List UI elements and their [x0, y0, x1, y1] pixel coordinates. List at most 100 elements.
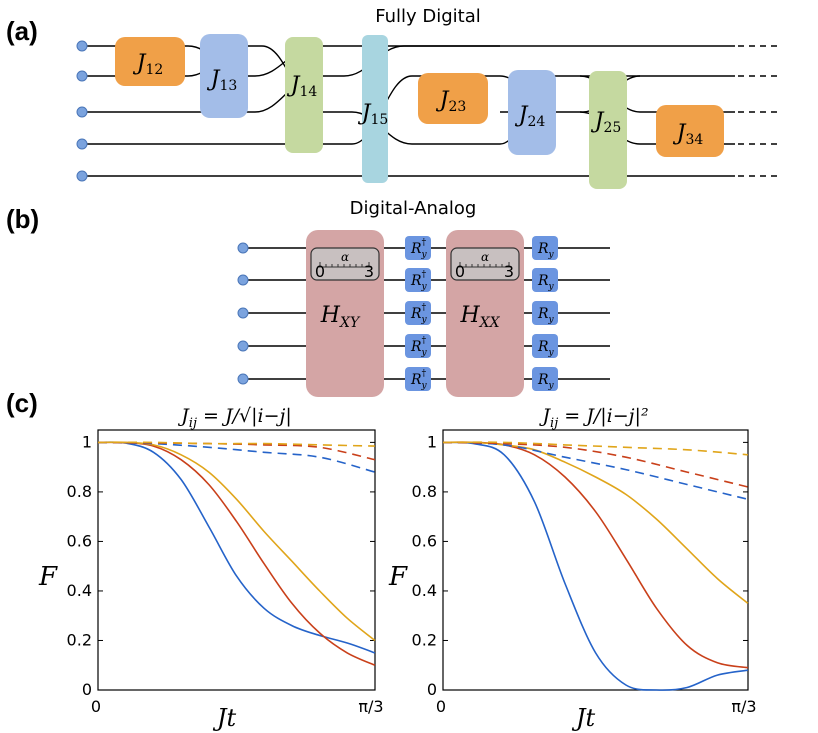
y-tick-label: 0.2 [412, 630, 437, 649]
gate-label: Ry [537, 273, 555, 292]
gate-label: J34 [673, 121, 704, 148]
gate-label: J15 [358, 101, 389, 128]
series-line-yellow-dashed [97, 441, 375, 447]
svg-text:α: α [341, 250, 349, 264]
panel-b-label: (b) [6, 204, 39, 234]
gate-label: Ry [537, 241, 555, 260]
y-tick-label: 1 [427, 432, 437, 451]
y-tick-label: 0.8 [67, 482, 92, 501]
gate-label: J24 [515, 103, 546, 130]
series-line-red-dashed [97, 441, 376, 461]
gate-label: J12 [133, 51, 164, 78]
panel-a-title: Fully Digital [375, 6, 481, 27]
gate-box [115, 37, 185, 86]
analog-label: HXY [320, 303, 361, 331]
svg-text:3: 3 [364, 262, 374, 281]
analog-label: HXX [459, 303, 500, 331]
analog-block-hxx: α 0 3 HXX [446, 230, 524, 397]
gate-j34: J34 [656, 105, 724, 157]
gate-box [362, 35, 388, 183]
analog-block-hxy: α 0 3 HXY [306, 230, 384, 397]
ry-dagger-gate: Ry† [405, 236, 431, 260]
gate-label: J13 [207, 67, 238, 94]
gate-box [418, 73, 488, 124]
qubit-dot [76, 40, 88, 52]
panel-c-label: (c) [6, 388, 38, 418]
series-line-red-solid [97, 441, 376, 666]
gate-label: Ry [537, 372, 555, 391]
ry-dagger-gate: Ry† [405, 334, 431, 358]
gate-label: Ry† [410, 336, 428, 358]
series-line-blue-dashed [442, 441, 749, 501]
gate-label: Ry† [410, 303, 428, 325]
plot-frame [442, 429, 749, 691]
ry-gate: Ry [532, 268, 558, 292]
rotation-column: Ry Ry Ry Ry Ry [532, 236, 558, 391]
y-axis-label: F [38, 562, 58, 592]
ry-dagger-gate: Ry† [405, 301, 431, 325]
ry-dagger-gate: Ry† [405, 268, 431, 292]
gate-j12: J12 [115, 37, 185, 86]
gate-j24: J24 [508, 70, 556, 155]
chart-title: Jij = J/|i−j|² [538, 405, 648, 431]
series-line-yellow-dashed [442, 441, 748, 456]
y-tick-label: 1 [82, 432, 92, 451]
qubit-dot [237, 307, 249, 319]
x-tick-label: π/3 [358, 697, 383, 716]
chart-left: Jij = J/√|i−j| 0 0.2 0.4 0.6 0.8 1 0 π/3 Jt F [38, 405, 384, 732]
knob-gauge: α 0 3 [310, 247, 380, 281]
plot-frame [97, 429, 376, 691]
ry-dagger-gate: Ry† [405, 367, 431, 391]
gate-label: Ry† [410, 270, 428, 292]
gate-box [200, 34, 248, 118]
gate-box [285, 37, 323, 153]
y-tick-label: 0.4 [67, 581, 92, 600]
gate-label: J14 [287, 73, 318, 100]
gate-j14: J14 [285, 37, 323, 153]
chart-right: Jij = J/|i−j|² 0 0.2 0.4 0.6 0.8 1 0 π/3 Jt F [388, 405, 757, 732]
panel-c: (c) Jij = J/√|i−j|00.20.40.60.810 π/3JtF … [6, 388, 757, 732]
panel-b-title: Digital-Analog [350, 198, 477, 219]
panel-a: (a) Fully Digital [6, 6, 778, 189]
y-tick-label: 0.4 [412, 581, 437, 600]
qubit-dots-a [76, 40, 88, 182]
coupling-gates: J12 J13 J14 J15 J23 J24 [115, 34, 724, 189]
svg-text:3: 3 [504, 262, 514, 281]
gate-label: J23 [436, 88, 467, 115]
gate-j25: J25 [589, 71, 627, 189]
panel-a-label: (a) [6, 16, 38, 46]
qubit-dot [237, 242, 249, 254]
gate-j23: J23 [418, 73, 488, 124]
gate-label: Ry [537, 306, 555, 325]
ry-gate: Ry [532, 334, 558, 358]
qubit-dot [76, 106, 88, 118]
ry-gate: Ry [532, 301, 558, 325]
chart-title: Jij = J/√|i−j| [177, 405, 292, 431]
panel-b: (b) Digital-Analog [6, 198, 610, 397]
series-line-yellow-solid [97, 441, 376, 642]
gate-label: Ry† [410, 238, 428, 260]
gate-label: Ry [537, 339, 555, 358]
y-tick-label: 0 [427, 680, 437, 699]
y-tick-label: 0.6 [412, 531, 437, 550]
qubit-dot [237, 373, 249, 385]
x-tick-label: 0 [436, 697, 446, 716]
y-tick-label: 0.6 [67, 531, 92, 550]
gate-box [589, 71, 627, 189]
knob-gauge: α 0 3 [450, 247, 520, 281]
series-line-blue-solid [97, 441, 376, 654]
gate-j15: J15 [358, 35, 389, 183]
gate-j13: J13 [200, 34, 248, 118]
svg-text:0: 0 [315, 262, 325, 281]
x-tick-label: 0 [91, 697, 101, 716]
series-line-red-dashed [442, 441, 749, 488]
ry-gate: Ry [532, 236, 558, 260]
gate-box [656, 105, 724, 157]
series-line-blue-solid [442, 441, 749, 691]
svg-text:0: 0 [455, 262, 465, 281]
x-tick-label: π/3 [731, 697, 756, 716]
series-line-yellow-solid [442, 441, 749, 604]
svg-text:α: α [481, 250, 489, 264]
wire-continuations [738, 45, 778, 177]
